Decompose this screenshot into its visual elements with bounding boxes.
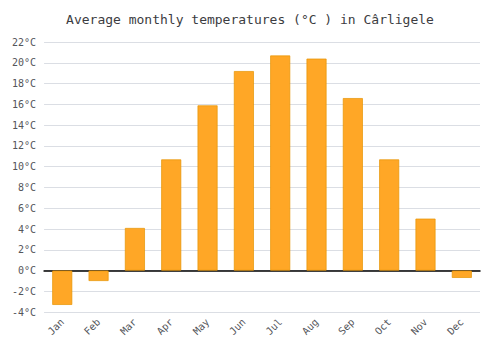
svg-text:8°C: 8°C	[18, 182, 36, 193]
svg-text:0°C: 0°C	[18, 265, 36, 276]
svg-text:Feb: Feb	[82, 316, 103, 337]
svg-text:Mar: Mar	[118, 316, 139, 337]
svg-text:Average monthly temperatures (: Average monthly temperatures (°C ) in Câ…	[66, 12, 434, 27]
svg-text:10°C: 10°C	[12, 161, 36, 172]
svg-text:14°C: 14°C	[12, 120, 36, 131]
svg-text:2°C: 2°C	[18, 244, 36, 255]
svg-text:Apr: Apr	[155, 316, 176, 337]
svg-text:Sep: Sep	[336, 316, 357, 337]
svg-text:Dec: Dec	[445, 316, 466, 337]
svg-text:4°C: 4°C	[18, 224, 36, 235]
svg-text:22°C: 22°C	[12, 37, 36, 48]
svg-text:18°C: 18°C	[12, 78, 36, 89]
svg-text:Oct: Oct	[373, 316, 394, 337]
svg-text:Jun: Jun	[227, 316, 248, 337]
svg-text:-2°C: -2°C	[12, 286, 36, 297]
svg-text:6°C: 6°C	[18, 203, 36, 214]
svg-text:Aug: Aug	[300, 316, 321, 337]
svg-text:May: May	[191, 316, 212, 337]
svg-text:-4°C: -4°C	[12, 307, 36, 318]
svg-text:20°C: 20°C	[12, 57, 36, 68]
svg-text:Jan: Jan	[46, 316, 67, 337]
svg-text:12°C: 12°C	[12, 140, 36, 151]
svg-text:16°C: 16°C	[12, 99, 36, 110]
svg-text:Nov: Nov	[409, 316, 430, 337]
svg-text:Jul: Jul	[264, 316, 285, 337]
